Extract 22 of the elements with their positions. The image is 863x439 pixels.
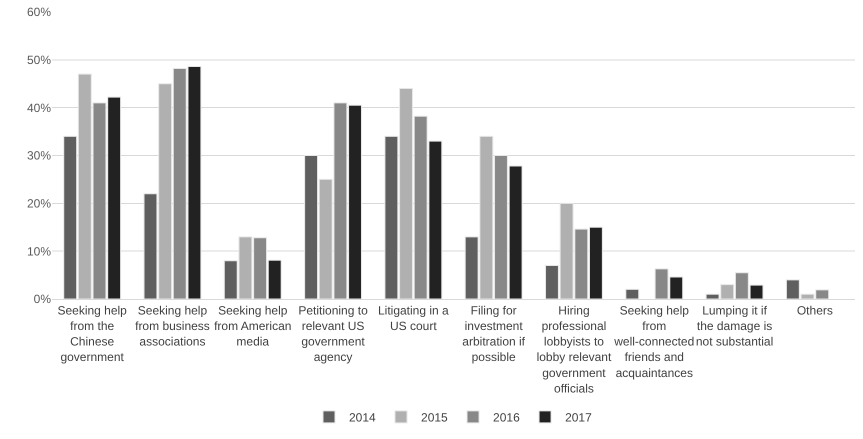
- x-tick-label: Filing for investment arbitration if possible: [462, 303, 526, 364]
- bar: [625, 288, 640, 299]
- x-tick-label: Others: [796, 303, 833, 318]
- x-tick-label: Seeking help from business associations: [135, 303, 210, 349]
- legend-label: 2016: [493, 410, 520, 424]
- x-tick-label: Petitioning to relevant US government agency: [298, 303, 368, 364]
- x-tick-label: Lumping it if the damage is not substantial: [696, 303, 774, 349]
- y-tick-label: 60%: [26, 5, 52, 20]
- legend-label: 2014: [349, 410, 376, 424]
- x-tick-label: Seeking help from well-connected friends and acquaintances: [613, 303, 694, 380]
- y-tick-label: 10%: [26, 244, 52, 258]
- x-tick-label: Hiring professional lobbyists to lobby relevant government officials: [536, 303, 612, 396]
- y-tick-label: 0%: [34, 292, 52, 306]
- y-tick-label: 40%: [26, 100, 52, 115]
- y-tick-label: 20%: [26, 196, 52, 211]
- x-tick-label: Seeking help from the Chinese government: [57, 303, 128, 364]
- x-tick-label: Seeking help from American media: [214, 303, 292, 349]
- legend-label: 2015: [421, 410, 448, 424]
- y-tick-label: 50%: [26, 53, 52, 68]
- x-tick-label: Litigating in a US court: [378, 303, 450, 333]
- y-tick-label: 30%: [26, 148, 52, 163]
- legend-label: 2017: [565, 410, 592, 424]
